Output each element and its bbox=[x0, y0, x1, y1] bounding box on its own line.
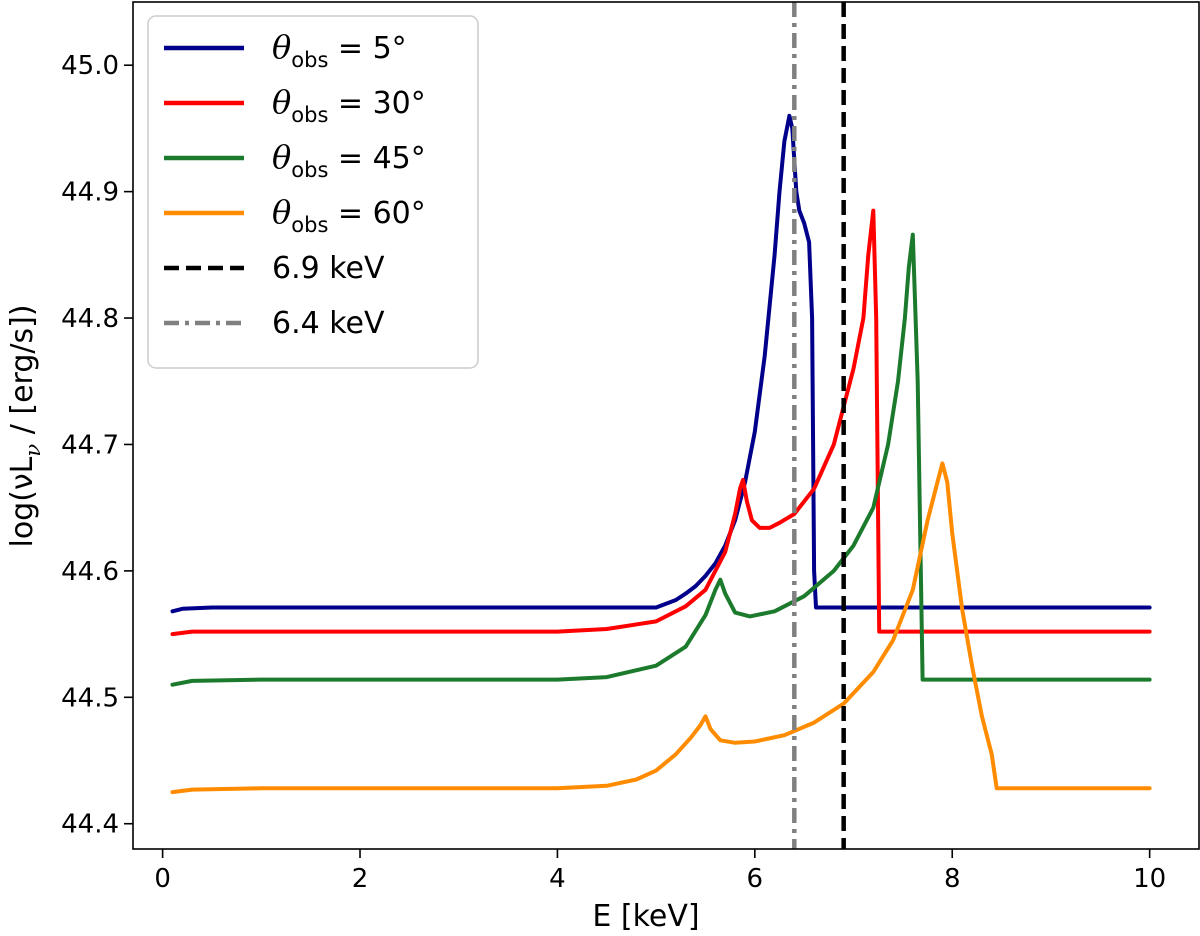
y-axis-label-subscript: ν bbox=[21, 444, 45, 457]
legend: θobs = 5°θobs = 30°θobs = 45°θobs = 60° … bbox=[147, 15, 479, 369]
legend-label-3: θobs = 45° bbox=[272, 138, 426, 182]
legend-label-4: θobs = 60° bbox=[272, 193, 426, 237]
x-tick-label: 2 bbox=[352, 864, 369, 894]
x-axis-label: E [keV] bbox=[592, 899, 699, 934]
x-tick-label: 0 bbox=[154, 864, 171, 894]
x-tick-label: 10 bbox=[1133, 864, 1166, 894]
x-tick-label: 6 bbox=[747, 864, 764, 894]
y-tick-label: 44.9 bbox=[61, 178, 119, 208]
y-tick-label: 44.7 bbox=[61, 430, 119, 460]
legend-label-1: θobs = 5° bbox=[272, 28, 407, 72]
plot-frame bbox=[132, 1, 1200, 850]
y-axis-label: log(νLν / [erg/s]) bbox=[5, 304, 45, 547]
y-tick-label: 45.0 bbox=[61, 51, 119, 81]
legend-label-2: θobs = 30° bbox=[272, 83, 426, 127]
y-tick-label: 44.5 bbox=[61, 683, 119, 713]
legend-entries: θobs = 5°θobs = 30°θobs = 45°θobs = 60° … bbox=[164, 28, 426, 341]
series-line-3 bbox=[170, 232, 1152, 687]
series-line-4 bbox=[170, 461, 1152, 795]
y-tick-label: 44.4 bbox=[61, 810, 119, 840]
data-series bbox=[170, 113, 1152, 795]
x-tick-label: 4 bbox=[549, 864, 566, 894]
series-line-1 bbox=[170, 113, 1152, 614]
x-tick-label: 8 bbox=[944, 864, 961, 894]
reference-lines bbox=[792, 2, 846, 849]
x-axis-ticks: 0 2 4 6 8 10 bbox=[154, 849, 1166, 894]
y-axis-label-rest: / [erg/s]) bbox=[5, 304, 40, 443]
legend-label-5: 6.9 keV bbox=[272, 251, 385, 286]
y-tick-label: 44.8 bbox=[61, 304, 119, 334]
y-tick-label: 44.6 bbox=[61, 557, 119, 587]
y-axis-ticks: 44.4 44.5 44.6 44.7 44.8 44.9 45.0 bbox=[61, 51, 133, 840]
series-line-2 bbox=[170, 208, 1152, 637]
legend-label-6: 6.4 keV bbox=[272, 306, 385, 341]
y-axis-label-main: log(νL bbox=[5, 456, 40, 547]
